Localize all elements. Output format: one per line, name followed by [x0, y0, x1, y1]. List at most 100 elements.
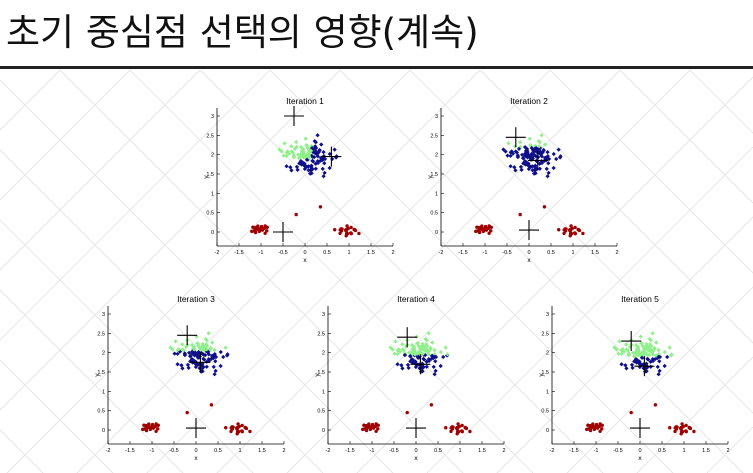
- data-point: [590, 425, 594, 429]
- data-point: [303, 164, 308, 169]
- y-tick-label: 0.5: [206, 211, 214, 217]
- data-point: [573, 231, 578, 236]
- data-point: [179, 363, 184, 368]
- data-point: [460, 423, 464, 428]
- data-point: [321, 149, 326, 155]
- x-tick-label: -2: [106, 448, 111, 454]
- x-tick-label: -1: [370, 448, 375, 454]
- data-point: [438, 349, 443, 355]
- data-point: [406, 350, 412, 355]
- x-axis-label: x: [638, 455, 642, 462]
- data-point: [243, 426, 248, 430]
- data-point: [638, 334, 643, 339]
- data-point: [422, 357, 427, 362]
- data-point: [684, 429, 689, 434]
- x-axis-label: x: [194, 455, 198, 462]
- data-point: [662, 363, 667, 369]
- scatter-plot-svg: Iteration 1 0 0.5 1 1.5 2 2.5 3 -2 -1.5 -1 -0.5 0 0.5…: [203, 96, 395, 264]
- y-tick-label: 2: [211, 153, 214, 159]
- data-point: [298, 159, 304, 164]
- x-tick-label: -1.5: [125, 448, 134, 454]
- y-tick-label: 1.5: [97, 370, 105, 376]
- y-tick-label: 0: [102, 428, 105, 434]
- data-point: [479, 227, 483, 231]
- data-point: [393, 339, 398, 344]
- data-point: [210, 340, 215, 345]
- data-point: [213, 368, 218, 374]
- data-point: [153, 424, 158, 428]
- data-point: [444, 426, 448, 430]
- y-tick-label: 1: [322, 389, 325, 395]
- data-point: [172, 351, 177, 356]
- data-point: [200, 369, 205, 374]
- data-point: [551, 151, 556, 157]
- x-tick-label: 0.5: [214, 448, 222, 454]
- data-point: [248, 429, 252, 434]
- data-point: [295, 167, 300, 172]
- data-point: [304, 143, 309, 148]
- data-point: [445, 352, 450, 357]
- data-point: [395, 351, 400, 357]
- iteration-5-plot: Iteration 5 0 0.5 1 1.5 2 2.5 3 -2 -1.5 -1 -0.5 0 0.5…: [538, 294, 730, 462]
- data-point: [288, 165, 293, 170]
- data-point: [297, 155, 302, 161]
- x-tick-label: -0.5: [502, 250, 511, 256]
- y-tick-label: 0.5: [541, 409, 549, 415]
- data-point: [650, 331, 655, 336]
- y-tick-label: 0.5: [430, 211, 438, 217]
- data-point: [433, 359, 438, 364]
- y-tick-label: 3: [211, 114, 214, 120]
- data-point: [455, 432, 459, 436]
- data-point: [259, 224, 264, 229]
- data-point: [311, 159, 316, 164]
- data-point: [240, 423, 244, 428]
- data-point: [638, 362, 643, 367]
- data-point: [186, 365, 191, 370]
- data-point: [657, 359, 662, 364]
- data-point: [624, 366, 629, 371]
- data-point: [512, 165, 517, 170]
- data-point: [322, 170, 327, 176]
- y-axis-label: y: [203, 175, 210, 179]
- data-point: [413, 364, 419, 370]
- data-point: [641, 351, 647, 357]
- data-point: [643, 346, 649, 352]
- data-point: [475, 229, 480, 233]
- y-tick-label: 3: [435, 114, 438, 120]
- data-point: [146, 425, 150, 429]
- data-point: [557, 228, 561, 232]
- data-point: [305, 145, 310, 151]
- plot-title: Iteration 2: [510, 96, 548, 106]
- data-point: [202, 357, 207, 362]
- x-tick-label: 2: [282, 448, 285, 454]
- x-tick-label: 0.5: [434, 448, 442, 454]
- data-point: [405, 362, 411, 367]
- data-point: [150, 422, 155, 427]
- y-tick-label: 1.5: [541, 370, 549, 376]
- data-point: [369, 426, 373, 430]
- data-point: [357, 231, 361, 236]
- data-point: [460, 429, 465, 434]
- data-point: [513, 168, 518, 173]
- data-point: [349, 225, 353, 230]
- x-tick-label: 1: [458, 448, 461, 454]
- plot-title: Iteration 4: [397, 294, 435, 304]
- data-point: [544, 166, 549, 171]
- data-point: [399, 363, 404, 368]
- data-point: [653, 403, 658, 407]
- data-point: [568, 228, 573, 232]
- data-point: [634, 351, 639, 356]
- data-point: [186, 350, 192, 355]
- data-point: [629, 362, 635, 367]
- data-point: [212, 372, 217, 377]
- data-point: [282, 141, 287, 146]
- data-point: [573, 225, 577, 230]
- data-point: [309, 153, 314, 159]
- data-point: [518, 212, 522, 217]
- data-point: [299, 153, 304, 158]
- data-point: [537, 166, 542, 171]
- data-point: [289, 144, 294, 149]
- data-point: [149, 426, 153, 430]
- y-tick-label: 3: [102, 312, 105, 318]
- data-point: [188, 353, 193, 359]
